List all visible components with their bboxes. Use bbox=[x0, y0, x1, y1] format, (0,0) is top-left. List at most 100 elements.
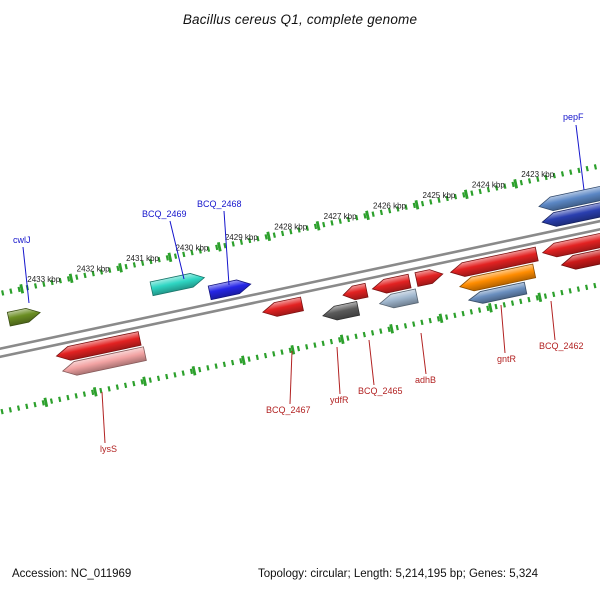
gene-arrow-BCQ_2462[interactable] bbox=[541, 227, 600, 260]
ruler-minor-tick bbox=[503, 183, 507, 189]
ruler-minor-tick bbox=[25, 403, 29, 410]
ruler-minor-tick bbox=[115, 384, 119, 390]
ruler-minor-tick bbox=[165, 255, 169, 261]
ruler-minor-tick bbox=[230, 359, 235, 366]
ruler-minor-tick bbox=[536, 176, 540, 182]
figure-title: Bacillus cereus Q1, complete genome bbox=[182, 12, 418, 27]
ruler-major-tick bbox=[315, 221, 321, 231]
ruler-minor-tick bbox=[222, 361, 226, 368]
ruler-minor-tick bbox=[141, 260, 145, 266]
ruler-minor-tick bbox=[255, 354, 259, 361]
gene-label-gntR: gntR bbox=[497, 354, 517, 364]
ruler-minor-tick bbox=[297, 227, 301, 233]
backbone-line bbox=[0, 216, 600, 369]
ruler-minor-tick bbox=[354, 333, 358, 340]
ruler-minor-tick bbox=[289, 228, 293, 235]
gene-arrow-gntR[interactable] bbox=[449, 246, 539, 279]
gene-arrow-pepF[interactable] bbox=[537, 182, 600, 214]
ruler-minor-tick bbox=[305, 344, 309, 350]
leader-line-BCQ_2465 bbox=[368, 339, 375, 386]
ruler-minor-tick bbox=[445, 314, 449, 320]
gene-arrow-BCQ_2467[interactable] bbox=[261, 296, 304, 319]
ruler-minor-tick bbox=[206, 246, 211, 252]
ruler-minor-tick bbox=[453, 312, 457, 319]
ruler-minor-tick bbox=[263, 352, 268, 359]
ruler-minor-tick bbox=[42, 281, 46, 287]
gene-arrow-BCQ_2465[interactable] bbox=[342, 282, 369, 302]
ruler-major-tick bbox=[290, 345, 296, 355]
leader-line-adhB bbox=[420, 332, 427, 375]
ruler-minor-tick bbox=[49, 398, 54, 404]
gene-label-BCQ_2462: BCQ_2462 bbox=[539, 341, 584, 351]
ruler-minor-tick bbox=[593, 282, 597, 289]
ruler-minor-tick bbox=[149, 258, 153, 265]
ruler-minor-tick bbox=[453, 193, 458, 200]
ruler-tick-label: 2429 kbp bbox=[225, 233, 258, 242]
ruler-minor-tick bbox=[544, 174, 548, 181]
leader-line-BCQ_2468 bbox=[223, 210, 230, 286]
ruler-minor-tick bbox=[247, 356, 251, 362]
leader-lines bbox=[22, 124, 585, 444]
ruler-minor-tick bbox=[148, 377, 152, 383]
ruler-minor-tick bbox=[495, 185, 499, 191]
ruler-minor-tick bbox=[486, 186, 491, 193]
gene-arrow-unlabeled[interactable] bbox=[61, 346, 147, 378]
gene-arrow-unlabeled[interactable] bbox=[541, 197, 600, 229]
gene-arrow-BCQ_2469[interactable] bbox=[149, 271, 206, 297]
ruler-minor-tick bbox=[182, 251, 186, 258]
ruler-major-tick bbox=[118, 263, 123, 273]
leader-line-ydfR bbox=[336, 346, 341, 395]
gene-arrow-lysS[interactable] bbox=[55, 331, 142, 363]
gene-arrow-ydfR[interactable] bbox=[321, 300, 361, 322]
gene-arrow-BCQ_2468[interactable] bbox=[207, 277, 252, 301]
ruler-minor-tick bbox=[272, 232, 276, 238]
ruler-minor-tick bbox=[560, 289, 564, 296]
ruler-major-tick bbox=[488, 303, 493, 313]
gene-arrow-unlabeled[interactable] bbox=[378, 288, 419, 311]
ruler-minor-tick bbox=[140, 379, 144, 385]
gene-arrow-adhB[interactable] bbox=[371, 273, 412, 296]
gene-arrows bbox=[6, 182, 600, 378]
gene-label-cwlJ: cwlJ bbox=[13, 235, 31, 245]
ruler-minor-tick bbox=[429, 199, 433, 205]
ruler-major-tick bbox=[216, 242, 222, 252]
ruler-minor-tick bbox=[584, 284, 589, 291]
ruler-major-tick bbox=[191, 366, 197, 376]
ruler-major-tick bbox=[92, 387, 98, 397]
ruler-minor-tick bbox=[165, 373, 169, 380]
ruler-minor-tick bbox=[181, 370, 185, 376]
leader-line-BCQ_2467 bbox=[289, 350, 293, 405]
footer-accession: Accession: NC_011969 bbox=[12, 568, 132, 580]
ruler-minor-tick bbox=[403, 323, 408, 329]
ruler-minor-tick bbox=[280, 230, 285, 237]
ruler-minor-tick bbox=[123, 382, 128, 389]
ruler-minor-tick bbox=[239, 239, 244, 245]
ruler-minor-tick bbox=[519, 179, 523, 186]
ruler-tick-label: 2431 kbp bbox=[126, 254, 159, 263]
ruler-major-tick bbox=[414, 200, 420, 210]
ruler-minor-tick bbox=[445, 195, 449, 202]
gene-arrow-unlabeled[interactable] bbox=[414, 267, 444, 287]
gene-arrow-unlabeled[interactable] bbox=[467, 281, 528, 306]
gene-arrow-unlabeled[interactable] bbox=[560, 242, 600, 272]
ruler-minor-tick bbox=[231, 241, 235, 247]
ruler-tick-label: 2427 kbp bbox=[324, 212, 357, 221]
ruler-minor-tick bbox=[535, 295, 539, 301]
ruler-minor-tick bbox=[371, 211, 375, 217]
ruler-minor-tick bbox=[346, 216, 351, 223]
ruler-minor-tick bbox=[494, 303, 498, 310]
gene-arrow-unlabeled[interactable] bbox=[458, 263, 537, 293]
leader-line-cwlJ bbox=[22, 246, 30, 304]
ruler-minor-tick bbox=[436, 316, 441, 322]
ruler-minor-tick bbox=[256, 235, 260, 242]
ruler-major-tick bbox=[241, 355, 246, 366]
ruler-minor-tick bbox=[568, 288, 572, 294]
ruler-minor-tick bbox=[16, 405, 21, 411]
ruler-major-tick bbox=[167, 252, 173, 263]
gene-arrow-cwlJ[interactable] bbox=[6, 306, 41, 327]
ruler-minor-tick bbox=[156, 375, 161, 382]
ruler-major-tick bbox=[389, 324, 394, 334]
ruler-tick-labels: 2433 kbp 2432 kbp 2431 kbp 2430 kbp 2429 kbp… bbox=[27, 170, 554, 284]
ruler-minor-tick bbox=[82, 391, 87, 397]
